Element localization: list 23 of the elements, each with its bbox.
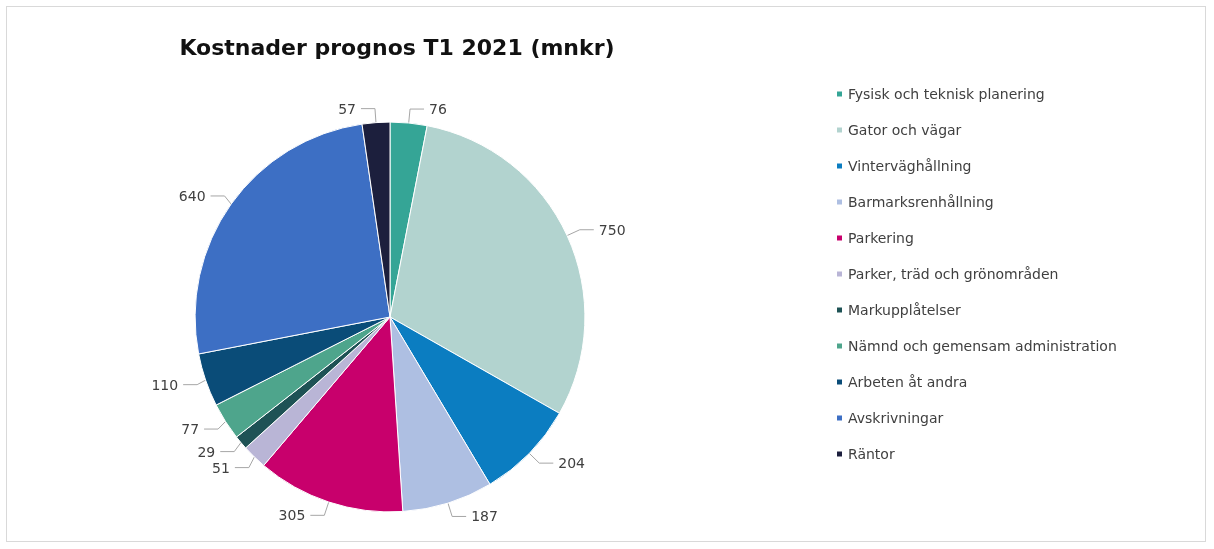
legend-label: Fysisk och teknisk planering — [848, 86, 1045, 102]
legend-label: Räntor — [848, 446, 895, 462]
data-label: 750 — [598, 221, 626, 238]
legend-label: Parker, träd och grönområden — [848, 266, 1059, 282]
legend-label: Markupplåtelser — [848, 302, 962, 318]
data-label: 204 — [558, 455, 586, 472]
data-label: 640 — [178, 187, 206, 204]
legend-label: Avskrivningar — [848, 410, 944, 426]
legend-label: Barmarksrenhållning — [848, 194, 994, 210]
data-label: 305 — [278, 507, 306, 524]
data-label: 110 — [151, 376, 179, 393]
data-label: 77 — [181, 421, 200, 438]
chart-title: Kostnader prognos T1 2021 (mnkr) — [179, 34, 615, 60]
data-label: 29 — [197, 443, 216, 460]
data-label: 51 — [212, 459, 230, 476]
data-label: 57 — [338, 100, 356, 117]
legend-label: Nämnd och gemensam administration — [848, 338, 1117, 354]
data-label: 187 — [471, 508, 498, 525]
data-label: 76 — [429, 101, 447, 118]
legend-label: Arbeten åt andra — [848, 374, 968, 390]
legend-label: Parkering — [848, 230, 914, 246]
legend-label: Gator och vägar — [848, 122, 962, 138]
legend-label: Vinterväghållning — [848, 158, 972, 174]
